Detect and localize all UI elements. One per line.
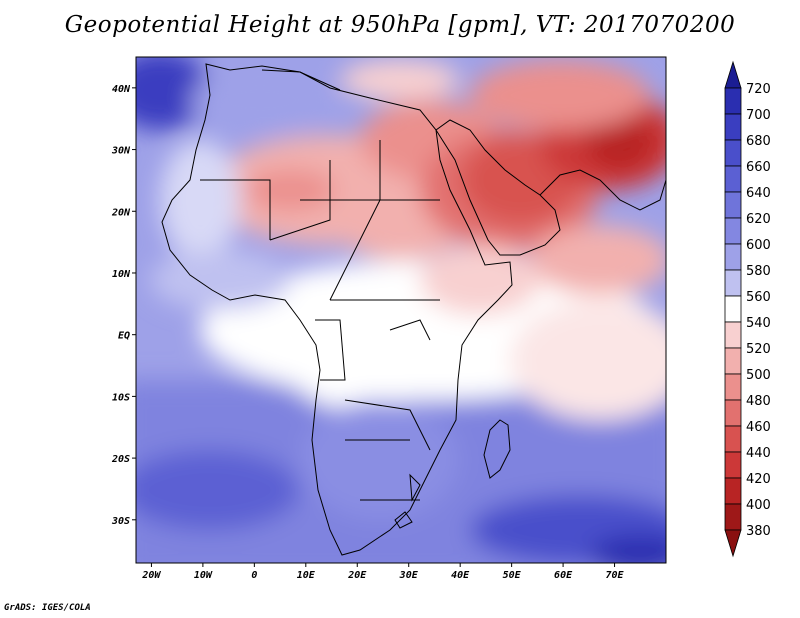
- colorbar-swatch: [724, 60, 742, 89]
- colorbar-label: 400: [746, 498, 771, 513]
- colorbar-label: 720: [746, 82, 771, 97]
- plot-frame: [135, 56, 667, 564]
- colorbar-label: 420: [746, 472, 771, 487]
- colorbar-swatch: [724, 217, 742, 245]
- colorbar-label: 680: [746, 134, 771, 149]
- colorbar-swatch: [724, 165, 742, 193]
- colorbar-label: 620: [746, 212, 771, 227]
- lon-label: 70E: [606, 570, 625, 581]
- colorbar-swatch: [724, 269, 742, 297]
- colorbar-swatch: [724, 295, 742, 323]
- colorbar-swatch: [724, 191, 742, 219]
- colorbar-label: 600: [746, 238, 771, 253]
- colorbar-swatch: [724, 425, 742, 453]
- colorbar-swatch: [724, 113, 742, 141]
- map-title: Geopotential Height at 950hPa [gpm], VT:…: [64, 12, 736, 38]
- colorbar-swatch: [724, 529, 742, 558]
- lat-label: EQ: [118, 331, 130, 342]
- colorbar-swatch: [724, 243, 742, 271]
- colorbar-label: 480: [746, 394, 771, 409]
- lon-label: 10E: [297, 570, 316, 581]
- colorbar-swatch: [724, 321, 742, 349]
- colorbar-label: 560: [746, 290, 771, 305]
- colorbar-swatch: [724, 87, 742, 115]
- colorbar-label: 700: [746, 108, 771, 123]
- lat-label: 40N: [112, 84, 131, 95]
- colorbar-swatch: [724, 373, 742, 401]
- colorbar-swatch: [724, 399, 742, 427]
- coastlines: [161, 63, 666, 556]
- lon-label: 20W: [141, 570, 161, 581]
- lat-label: 20N: [111, 207, 131, 218]
- lon-label: 30E: [399, 570, 419, 581]
- lon-label: 60E: [554, 570, 573, 581]
- lat-label: 10S: [112, 392, 130, 403]
- colorbar-swatch: [724, 503, 742, 531]
- colorbar-label: 660: [746, 160, 771, 175]
- colorbar-label: 440: [746, 446, 771, 461]
- colorbar-label: 500: [746, 368, 771, 383]
- height-field: [136, 57, 666, 563]
- colorbar-swatch: [724, 477, 742, 505]
- lon-label: 0: [251, 570, 257, 581]
- lon-label: 20E: [347, 570, 367, 581]
- colorbar-label: 640: [746, 186, 771, 201]
- lat-label: 30S: [111, 516, 130, 527]
- colorbar-swatch: [724, 347, 742, 375]
- lat-label: 20S: [111, 454, 130, 465]
- colorbar-label: 380: [746, 524, 771, 539]
- lon-label: 50E: [503, 570, 522, 581]
- colorbar-swatch: [724, 139, 742, 167]
- colorbar-swatch: [724, 451, 742, 479]
- colorbar-label: 540: [746, 316, 771, 331]
- footer-credit: GrADS: IGES/COLA: [4, 603, 91, 613]
- colorbar-label: 580: [746, 264, 771, 279]
- colorbar-label: 460: [746, 420, 771, 435]
- lon-label: 10W: [194, 570, 213, 581]
- lon-label: 40E: [451, 570, 470, 581]
- colorbar-label: 520: [746, 342, 771, 357]
- lat-label: 30N: [111, 146, 131, 157]
- lat-label: 10N: [112, 269, 131, 280]
